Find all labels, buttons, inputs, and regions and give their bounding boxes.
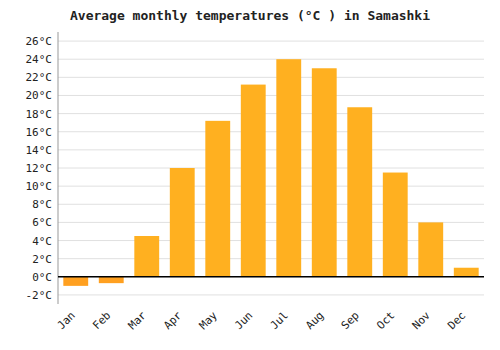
y-tick-label: 14°C <box>26 144 53 157</box>
grid-line <box>58 131 484 132</box>
x-tick-label: Feb <box>90 309 113 332</box>
grid-line <box>58 168 484 169</box>
bar <box>454 268 479 277</box>
bar <box>63 277 88 286</box>
bar <box>347 107 372 277</box>
bars <box>63 59 478 286</box>
y-tick-label: 12°C <box>26 162 53 175</box>
bar <box>418 222 443 276</box>
grid-line <box>58 204 484 205</box>
x-tick-label: Aug <box>303 309 326 332</box>
bar <box>383 173 408 277</box>
y-tick-label: 0°C <box>32 271 52 284</box>
baseline <box>58 276 484 278</box>
bar <box>134 236 159 277</box>
title: Average monthly temperatures (°C ) in Sa… <box>70 8 430 23</box>
grid <box>58 41 484 295</box>
x-tick-label: Sep <box>339 309 362 332</box>
x-tick-label: Jun <box>232 309 255 332</box>
x-tick-label: Apr <box>161 309 185 333</box>
y-axis-line <box>58 32 59 304</box>
y-tick-label: 22°C <box>26 71 53 84</box>
grid-line <box>58 149 484 150</box>
y-axis-labels: -2°C 0°C 2°C 4°C 6°C 8°C 10°C 12°C 14°C 16°C 18°C 2… <box>26 35 53 302</box>
grid-line <box>58 294 484 295</box>
y-tick-label: 2°C <box>32 253 52 266</box>
y-tick-label: 20°C <box>26 89 53 102</box>
grid-line <box>58 186 484 187</box>
bar <box>276 59 301 277</box>
grid-line <box>58 59 484 60</box>
x-tick-label: Jul <box>268 309 291 332</box>
x-tick-label: May <box>197 309 221 333</box>
y-tick-label: 18°C <box>26 108 53 121</box>
grid-line <box>58 77 484 78</box>
x-tick-label: Dec <box>445 309 468 332</box>
y-tick-label: 24°C <box>26 53 53 66</box>
y-tick-label: 4°C <box>32 235 52 248</box>
grid-line <box>58 276 484 277</box>
y-tick-label: -2°C <box>26 289 53 302</box>
bar <box>312 68 337 277</box>
y-tick-label: 6°C <box>32 216 52 229</box>
y-tick-label: 26°C <box>26 35 53 48</box>
bar <box>170 168 195 277</box>
y-tick-label: 16°C <box>26 126 53 139</box>
x-tick-label: Oct <box>374 309 397 332</box>
x-tick-label: Mar <box>126 309 150 333</box>
chart: Average monthly temperatures (°C ) in Sa… <box>0 0 500 350</box>
bar <box>241 85 266 277</box>
x-tick-label: Jan <box>55 309 78 332</box>
y-tick-label: 10°C <box>26 180 53 193</box>
y-tick-label: 8°C <box>32 198 52 211</box>
grid-line <box>58 113 484 114</box>
x-axis-labels: Jan Feb Mar Apr May Jun Jul Aug Sep Oct Nov Dec <box>55 309 469 333</box>
grid-line <box>58 95 484 96</box>
x-tick-label: Nov <box>410 309 434 333</box>
bar <box>205 121 230 277</box>
grid-line <box>58 41 484 42</box>
bar <box>99 277 124 283</box>
